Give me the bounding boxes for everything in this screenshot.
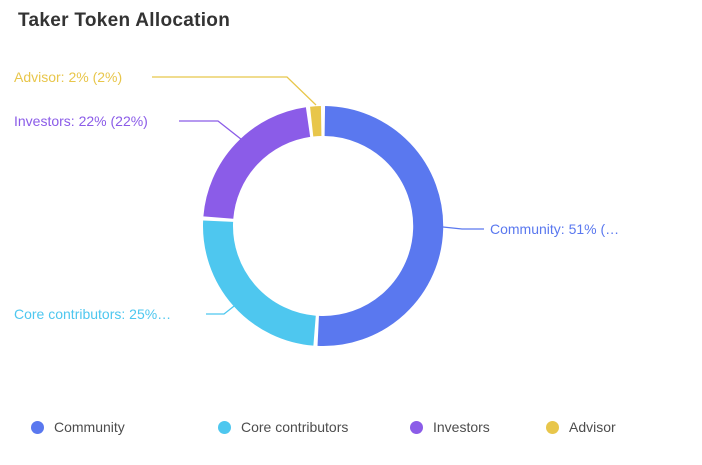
legend-item-advisor[interactable]: Advisor: [546, 418, 616, 436]
donut-segments: [203, 106, 444, 346]
legend-item-core-contributors[interactable]: Core contributors: [218, 418, 348, 436]
investors-callout-label: Investors: 22% (22%): [14, 113, 148, 129]
legend-item-investors[interactable]: Investors: [410, 418, 490, 436]
chart-legend: Community Core contributors Investors Ad…: [0, 418, 702, 438]
investors-leader-line: [179, 120, 252, 148]
pie-segment-community[interactable]: [317, 106, 444, 346]
legend-item-community[interactable]: Community: [31, 418, 125, 436]
community-callout-label: Community: 51% (…: [490, 221, 620, 237]
legend-label: Advisor: [569, 419, 616, 435]
chart-title: Taker Token Allocation: [18, 10, 231, 31]
core-contributors-legend-dot: [218, 420, 231, 434]
community-legend-dot: [31, 420, 44, 434]
legend-label: Community: [54, 419, 125, 435]
pie-segment-core-contributors[interactable]: [203, 220, 317, 346]
advisor-callout-label: Advisor: 2% (2%): [14, 69, 123, 85]
advisor-leader-line: [152, 76, 317, 106]
core-contributors-callout-label: Core contributors: 25%…: [14, 306, 172, 322]
advisor-legend-dot: [546, 420, 559, 434]
investors-legend-dot: [410, 420, 423, 434]
legend-label: Investors: [433, 419, 490, 435]
pie-segment-investors[interactable]: [203, 107, 311, 220]
legend-label: Core contributors: [241, 419, 349, 435]
core-contributors-leader-line: [206, 302, 239, 315]
community-leader-line: [442, 226, 484, 230]
pie-segment-advisor[interactable]: [310, 106, 322, 137]
